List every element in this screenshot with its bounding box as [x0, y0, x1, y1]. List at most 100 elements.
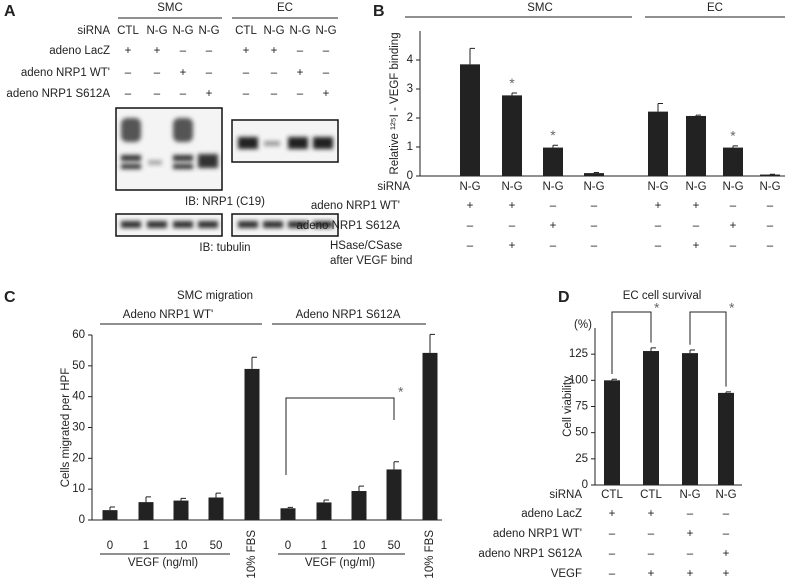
bar [643, 351, 659, 485]
bar [208, 497, 224, 520]
row-label: adeno NRP1 S612A [6, 88, 110, 100]
cell: CTL [117, 25, 139, 37]
bar [422, 352, 438, 520]
cell: – [180, 88, 187, 100]
row-label: adeno NRP1 S612A [296, 220, 400, 232]
x-tick-label: N-G [501, 181, 522, 193]
row-label: adeno NRP1 WT' [21, 67, 110, 79]
panel-letter: D [558, 289, 570, 306]
y-tick-label: 75 [575, 401, 588, 413]
cell: + [467, 200, 474, 212]
x-axis-label: VEGF (ng/ml) [305, 557, 375, 569]
cell: + [125, 45, 132, 57]
group-label: Adeno NRP1 S612A [296, 309, 401, 321]
row-label: siRNA [77, 25, 110, 37]
bar [102, 510, 118, 520]
bar [351, 491, 367, 520]
bar [584, 173, 604, 176]
cell: – [767, 220, 774, 232]
error-bar [358, 485, 364, 492]
row-label: after VEGF bind [330, 255, 412, 267]
cell: + [730, 220, 737, 232]
y-tick-label: 125 [569, 348, 588, 360]
cell: – [723, 508, 730, 520]
cell: – [591, 220, 598, 232]
cell: – [730, 200, 737, 212]
y-tick-label: 0 [79, 514, 85, 526]
cell: + [693, 240, 700, 252]
cell: N-G [289, 25, 310, 37]
cell: – [271, 67, 278, 79]
y-axis-label: Cell viability [562, 376, 574, 437]
x-tick-label: 50 [388, 540, 401, 552]
group-label: SMC [527, 2, 553, 14]
x-tick-label: 50 [210, 540, 223, 552]
x-tick-label: N-G [679, 489, 700, 501]
cell: – [509, 220, 516, 232]
y-tick-label: 60 [72, 329, 85, 341]
cell: + [154, 45, 161, 57]
bar [280, 508, 296, 520]
cell: + [723, 568, 730, 580]
error-bar [552, 144, 558, 148]
y-tick-label: 20 [72, 452, 85, 464]
significance-marker: * [729, 300, 735, 316]
x-tick-label: 1 [143, 540, 149, 552]
cell: + [655, 200, 662, 212]
cell: – [154, 88, 161, 100]
x-tick-label: 1 [321, 540, 327, 552]
cell: + [550, 220, 557, 232]
cell: + [687, 528, 694, 540]
bar [386, 469, 402, 520]
cell: – [693, 220, 700, 232]
cell: – [125, 67, 132, 79]
cell: – [154, 67, 161, 79]
cell: + [271, 45, 278, 57]
cell: – [609, 528, 616, 540]
row-label: adeno LacZ [49, 45, 110, 57]
row-label: adeno NRP1 WT' [493, 528, 582, 540]
cell: – [655, 240, 662, 252]
significance-marker: * [730, 128, 736, 144]
error-bar [650, 347, 656, 352]
row-label: VEGF [551, 568, 582, 580]
significance-marker: * [398, 384, 404, 400]
error-bar [732, 145, 738, 148]
cell: – [550, 200, 557, 212]
x-tick-label: CTL [640, 489, 662, 501]
error-bar [109, 506, 115, 511]
cell: + [509, 240, 516, 252]
error-bar [323, 499, 329, 503]
cell: + [648, 508, 655, 520]
cell: – [609, 548, 616, 560]
bar [543, 147, 563, 176]
cell: + [609, 508, 616, 520]
cell: + [206, 88, 213, 100]
cell: – [655, 220, 662, 232]
panel-letter: C [4, 289, 16, 306]
row-label: adeno LacZ [521, 508, 582, 520]
cell: N-G [198, 25, 219, 37]
y-tick-label: 50 [72, 360, 85, 372]
error-bar [251, 356, 257, 369]
error-bar [287, 506, 293, 509]
cell: + [648, 568, 655, 580]
cell: N-G [315, 25, 336, 37]
cell: – [125, 88, 132, 100]
cell: – [243, 67, 250, 79]
error-bar [469, 47, 475, 65]
cell: – [591, 200, 598, 212]
bar [723, 147, 743, 176]
cell: – [730, 240, 737, 252]
y-unit: (%) [574, 319, 592, 331]
cell: – [767, 200, 774, 212]
cell: CTL [235, 25, 257, 37]
tubulin-blot [115, 213, 339, 237]
cell: + [323, 88, 330, 100]
y-tick-label: 2 [407, 112, 413, 124]
bar [460, 64, 480, 176]
bar [648, 111, 668, 176]
group-label: EC [707, 2, 723, 14]
error-bar [393, 461, 399, 470]
bracket [611, 311, 652, 375]
